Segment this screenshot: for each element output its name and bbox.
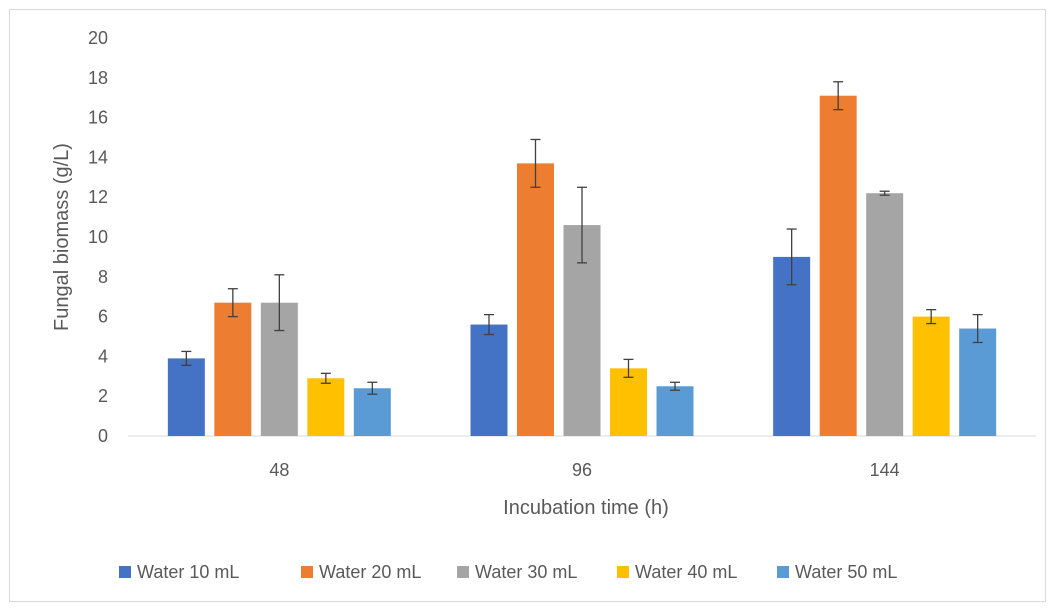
legend-swatch — [777, 566, 789, 578]
bar-water-10-ml-144 — [773, 256, 811, 436]
y-tick-label: 18 — [88, 68, 108, 88]
x-axis-title: Incubation time (h) — [503, 497, 669, 519]
x-axis-ticks: 48 96 144 — [269, 460, 899, 480]
y-axis-ticks: 0 2 4 6 8 10 12 14 16 18 20 — [88, 28, 108, 446]
y-tick-label: 4 — [98, 346, 108, 366]
legend-swatch — [457, 566, 469, 578]
x-tick-label: 144 — [870, 460, 900, 480]
error-bar — [670, 381, 680, 391]
legend-swatch — [617, 566, 629, 578]
legend-swatch — [301, 566, 313, 578]
y-tick-label: 16 — [88, 108, 108, 128]
bars-group — [167, 95, 997, 437]
y-tick-label: 0 — [98, 426, 108, 446]
bar-water-50-ml-144 — [959, 328, 997, 436]
legend-item: Water 20 mL — [301, 562, 421, 582]
error-bar — [530, 138, 541, 188]
error-bar — [484, 313, 494, 336]
error-bar — [274, 274, 285, 332]
legend: Water 10 mL Water 20 mL Water 30 mL Water 4… — [119, 562, 897, 582]
error-bar — [833, 81, 844, 111]
bar-water-20-ml-144 — [819, 95, 857, 437]
bar-water-10-ml-96 — [470, 324, 508, 436]
y-tick-label: 12 — [88, 187, 108, 207]
error-bar — [227, 288, 238, 318]
error-bar — [577, 186, 587, 264]
bar-water-40-ml-48 — [307, 378, 345, 436]
legend-label: Water 10 mL — [137, 562, 239, 582]
bar-water-40-ml-144 — [912, 316, 950, 436]
legend-label: Water 20 mL — [319, 562, 421, 582]
legend-item: Water 30 mL — [457, 562, 577, 582]
x-tick-label: 96 — [572, 460, 592, 480]
y-tick-label: 6 — [98, 307, 108, 327]
error-bar — [320, 372, 331, 384]
y-tick-label: 20 — [88, 28, 108, 48]
error-bar — [181, 350, 192, 367]
legend-label: Water 40 mL — [635, 562, 737, 582]
x-tick-label: 48 — [269, 460, 289, 480]
legend-item: Water 10 mL — [119, 562, 239, 582]
error-bar — [367, 381, 378, 395]
y-tick-label: 2 — [98, 386, 108, 406]
error-bars-group — [181, 81, 983, 395]
legend-item: Water 40 mL — [617, 562, 737, 582]
bar-water-50-ml-48 — [353, 388, 391, 436]
legend-label: Water 50 mL — [795, 562, 897, 582]
y-tick-label: 8 — [98, 267, 108, 287]
bar-water-20-ml-96 — [517, 163, 554, 436]
bar-water-40-ml-96 — [610, 368, 647, 436]
y-tick-label: 14 — [88, 147, 108, 167]
y-axis-title: Fungal biomass (g/L) — [51, 143, 73, 331]
error-bar — [786, 228, 797, 286]
bar-water-10-ml-48 — [167, 358, 205, 436]
y-tick-label: 10 — [88, 227, 108, 247]
legend-item: Water 50 mL — [777, 562, 897, 582]
error-bar — [926, 308, 937, 325]
bar-water-20-ml-48 — [214, 302, 252, 436]
error-bar — [623, 358, 634, 378]
error-bar — [879, 190, 890, 196]
legend-label: Water 30 mL — [475, 562, 577, 582]
error-bar — [972, 313, 983, 344]
legend-swatch — [119, 566, 131, 578]
bar-water-30-ml-144 — [866, 193, 904, 436]
bar-water-50-ml-96 — [656, 386, 694, 436]
